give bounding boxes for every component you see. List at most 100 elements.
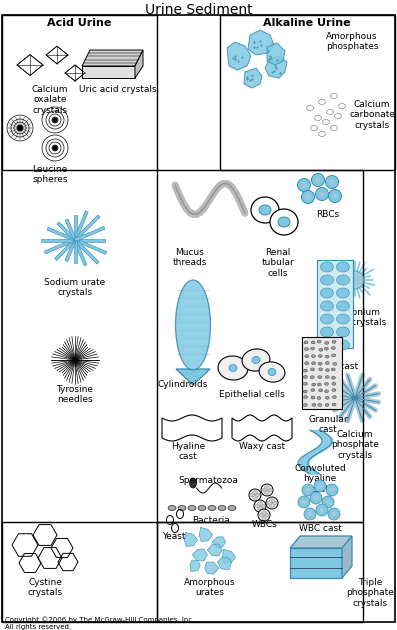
Text: Cylindroids: Cylindroids <box>158 380 208 389</box>
FancyArrow shape <box>41 239 75 241</box>
Text: WBC cast: WBC cast <box>299 524 341 533</box>
FancyArrow shape <box>54 239 76 260</box>
Text: Urine Sediment: Urine Sediment <box>145 3 252 17</box>
Ellipse shape <box>262 488 267 492</box>
Ellipse shape <box>17 125 23 130</box>
FancyArrow shape <box>73 239 87 266</box>
Polygon shape <box>184 532 198 547</box>
Bar <box>317 260 353 348</box>
Text: Ammonium
urate crystals: Ammonium urate crystals <box>324 308 386 328</box>
Ellipse shape <box>311 396 315 399</box>
Ellipse shape <box>267 488 272 492</box>
Ellipse shape <box>310 492 322 504</box>
Ellipse shape <box>331 354 335 357</box>
Ellipse shape <box>324 347 328 350</box>
Polygon shape <box>176 369 210 385</box>
FancyArrow shape <box>47 227 75 241</box>
Ellipse shape <box>318 355 322 357</box>
Ellipse shape <box>252 496 258 500</box>
Ellipse shape <box>316 504 328 516</box>
Ellipse shape <box>258 507 262 510</box>
Polygon shape <box>290 548 342 578</box>
Ellipse shape <box>310 368 314 371</box>
Polygon shape <box>248 30 274 55</box>
Ellipse shape <box>52 118 58 122</box>
Ellipse shape <box>255 504 260 508</box>
Ellipse shape <box>303 404 307 406</box>
Ellipse shape <box>311 341 315 344</box>
Text: Acid Urine: Acid Urine <box>47 18 111 28</box>
Ellipse shape <box>332 389 336 392</box>
Text: Amorphous
urates: Amorphous urates <box>184 578 236 597</box>
Text: Tyrosine
needles: Tyrosine needles <box>56 385 94 404</box>
Text: Leucine
spheres: Leucine spheres <box>32 165 68 185</box>
Ellipse shape <box>320 340 333 350</box>
Polygon shape <box>265 56 287 78</box>
Text: Hyaline
cast: Hyaline cast <box>171 442 205 461</box>
Ellipse shape <box>332 403 336 406</box>
Text: Bacteria: Bacteria <box>192 516 230 525</box>
Ellipse shape <box>272 501 277 505</box>
Polygon shape <box>17 55 43 76</box>
Ellipse shape <box>228 505 236 510</box>
Ellipse shape <box>325 396 329 399</box>
Ellipse shape <box>331 512 337 517</box>
Text: Mucus
threads: Mucus threads <box>173 248 207 267</box>
Ellipse shape <box>303 375 307 379</box>
Ellipse shape <box>331 368 335 371</box>
Ellipse shape <box>267 501 272 505</box>
Ellipse shape <box>320 301 333 311</box>
Ellipse shape <box>317 340 321 343</box>
Text: Triple
phosphate
crystals: Triple phosphate crystals <box>346 578 394 608</box>
Ellipse shape <box>301 500 306 505</box>
Text: Epithelial cells: Epithelial cells <box>219 390 285 399</box>
Ellipse shape <box>332 382 336 385</box>
Ellipse shape <box>322 496 334 508</box>
FancyArrow shape <box>75 239 105 241</box>
Ellipse shape <box>304 508 316 520</box>
Polygon shape <box>199 527 212 542</box>
Bar <box>2 522 157 622</box>
FancyArrow shape <box>74 215 100 241</box>
Bar <box>2 15 157 170</box>
Ellipse shape <box>304 396 308 399</box>
Ellipse shape <box>304 348 308 351</box>
Ellipse shape <box>270 503 274 508</box>
Ellipse shape <box>319 348 323 352</box>
Ellipse shape <box>312 362 316 365</box>
Ellipse shape <box>308 512 312 517</box>
Polygon shape <box>205 562 219 574</box>
Ellipse shape <box>320 275 333 285</box>
Ellipse shape <box>189 478 197 488</box>
Ellipse shape <box>298 496 310 508</box>
Polygon shape <box>82 50 143 66</box>
Text: Granular
cast: Granular cast <box>308 415 348 435</box>
Polygon shape <box>222 549 235 564</box>
Ellipse shape <box>305 362 309 365</box>
Ellipse shape <box>337 275 349 285</box>
FancyArrow shape <box>73 215 77 240</box>
Ellipse shape <box>324 382 328 386</box>
Ellipse shape <box>314 480 326 492</box>
Ellipse shape <box>198 505 206 510</box>
Ellipse shape <box>318 483 322 488</box>
Ellipse shape <box>332 396 336 399</box>
FancyArrow shape <box>74 226 105 241</box>
Ellipse shape <box>264 513 269 517</box>
Ellipse shape <box>229 365 237 372</box>
Polygon shape <box>207 544 222 556</box>
Ellipse shape <box>318 362 322 365</box>
Ellipse shape <box>304 341 308 344</box>
Ellipse shape <box>330 180 335 185</box>
Ellipse shape <box>316 188 328 200</box>
Text: Copyright ©2006 by The McGraw-Hill Companies, Inc.
All rights reserved.: Copyright ©2006 by The McGraw-Hill Compa… <box>5 616 195 629</box>
Ellipse shape <box>262 515 266 520</box>
Ellipse shape <box>330 488 335 493</box>
Polygon shape <box>82 66 135 78</box>
Polygon shape <box>46 46 68 64</box>
Bar <box>157 170 363 522</box>
Ellipse shape <box>312 355 316 358</box>
Ellipse shape <box>268 369 276 375</box>
Ellipse shape <box>310 347 314 350</box>
FancyArrow shape <box>73 240 77 263</box>
